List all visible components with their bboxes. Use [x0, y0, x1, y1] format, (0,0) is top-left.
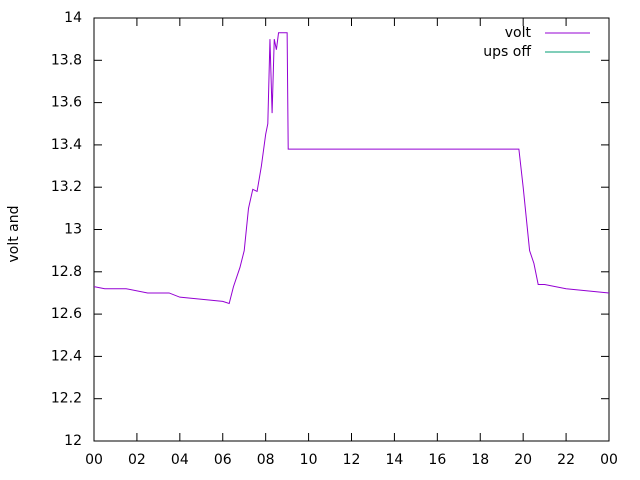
y-tick-label: 12	[64, 433, 82, 449]
x-tick-label: 02	[128, 452, 146, 468]
x-tick-label: 12	[343, 452, 361, 468]
y-tick-label: 12.2	[51, 391, 82, 407]
y-axis-label: volt and	[6, 205, 22, 262]
y-tick-label: 13.6	[51, 95, 82, 111]
y-tick-label: 13.2	[51, 179, 82, 195]
series-line	[93, 32, 610, 305]
x-tick-label: 04	[171, 452, 189, 468]
x-tick-label: 08	[257, 452, 275, 468]
y-tick-label: 13	[64, 222, 82, 238]
x-tick-label: 06	[214, 452, 232, 468]
y-tick-label: 13.4	[51, 137, 82, 153]
y-tick-label: 13.8	[51, 52, 82, 68]
legend-label: volt	[505, 25, 532, 41]
x-tick-label: 20	[514, 452, 532, 468]
y-tick-label: 14	[64, 10, 82, 26]
x-tick-label: 10	[300, 452, 318, 468]
x-tick-label: 22	[557, 452, 575, 468]
y-tick-label: 12.8	[51, 264, 82, 280]
x-tick-label: 00	[600, 452, 618, 468]
plot-frame	[93, 17, 610, 442]
legend-label: ups off	[483, 44, 531, 60]
y-tick-label: 12.4	[51, 348, 82, 364]
x-tick-label: 14	[386, 452, 404, 468]
x-tick-label: 00	[85, 452, 103, 468]
x-tick-label: 18	[471, 452, 489, 468]
x-tick-label: 16	[428, 452, 446, 468]
y-tick-label: 12.6	[51, 306, 82, 322]
